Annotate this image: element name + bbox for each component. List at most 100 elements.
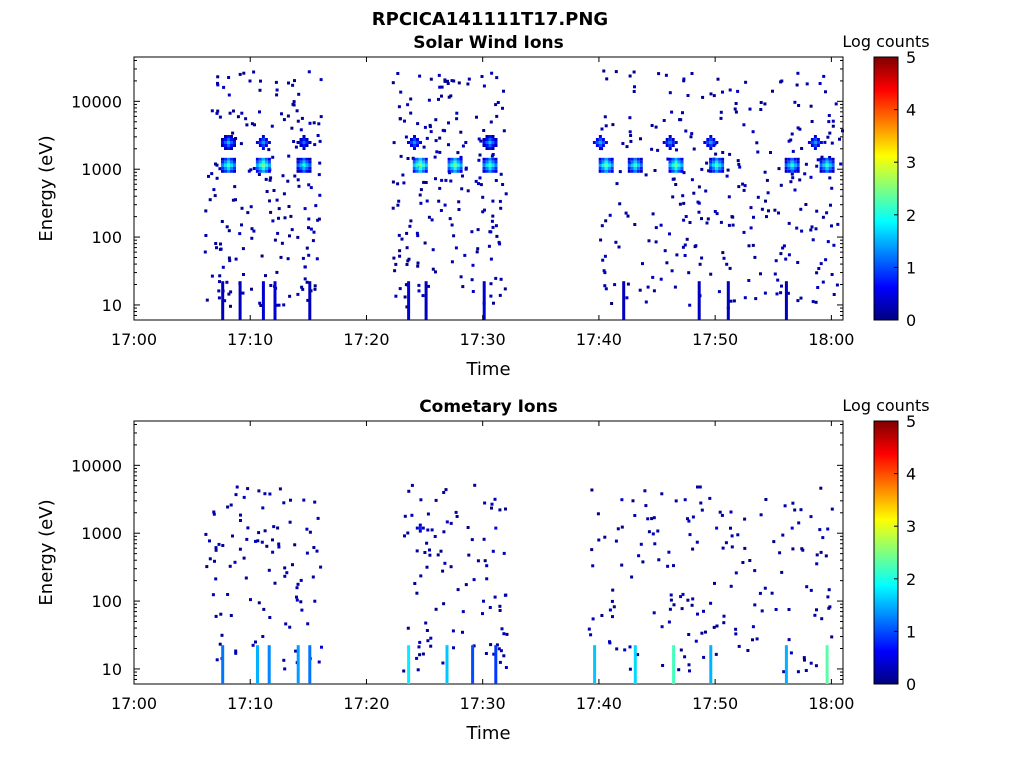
heatmap-cell-hotspot [784,166,788,170]
heatmap-cell [822,74,826,78]
heatmap-cell [204,209,208,213]
heatmap-cell [217,289,221,293]
heatmap-cell [258,110,261,114]
heatmap-cell [219,247,223,251]
heatmap-cell [214,548,218,552]
heatmap-cell [736,533,740,537]
heatmap-cell [826,240,830,244]
heatmap-cell-hotspot [418,169,422,173]
heatmap-cell [286,179,290,183]
heatmap-cell [653,169,657,172]
heatmap-cell [403,514,407,518]
heatmap-cell [295,595,298,599]
heatmap-cell [749,226,753,230]
heatmap-cell [728,266,732,270]
heatmap-cell [731,223,735,227]
heatmap-cell [671,177,675,181]
heatmap-cell-hotspot [639,157,643,161]
heatmap-cell [809,104,813,108]
heatmap-cell [397,233,401,237]
heatmap-cell-hotspot [485,144,489,147]
heatmap-cell [297,184,301,188]
heatmap-cell [498,199,502,203]
plot-area [133,420,844,685]
heatmap-cell-hotspot [230,144,233,147]
heatmap-cell [796,126,800,130]
heatmap-cell-hotspot [671,166,675,170]
heatmap-cell [810,120,814,123]
heatmap-cell [242,556,246,560]
heatmap-cell [730,534,734,538]
heatmap-cell-hotspot [258,144,262,147]
heatmap-cell-hotspot [258,160,262,164]
heatmap-cell-hotspot [233,166,236,170]
heatmap-cell [700,508,704,512]
heatmap-cell [475,115,478,119]
heatmap-cell [478,153,482,157]
heatmap-cell [737,162,741,166]
heatmap-cell [250,236,254,240]
heatmap-cell [704,630,707,634]
heatmap-cell [805,82,809,86]
heatmap-cell-hotspot [822,163,826,167]
heatmap-cell [628,667,632,671]
heatmap-cell-hotspot [793,163,797,167]
heatmap-cell [751,243,755,247]
heatmap-cell-hotspot [299,141,303,144]
heatmap-cell [297,92,301,96]
heatmap-cell-hotspot [784,169,788,173]
heatmap-cell [402,669,406,673]
heatmap-cell-hotspot [488,138,492,141]
heatmap-cell [828,131,832,135]
heatmap-cell [205,298,209,302]
heatmap-cell-hotspot [459,166,463,170]
heatmap-cell [409,111,413,115]
heatmap-cell [824,554,828,558]
heatmap-cell [601,258,605,262]
heatmap-cell [688,303,692,307]
heatmap-cell-hotspot [227,135,230,138]
heatmap-cell [656,529,660,533]
heatmap-cell [836,222,840,226]
heatmap-cell [654,240,658,244]
heatmap-cell [482,129,486,132]
heatmap-cell [809,228,813,232]
heatmap-cell-hotspot [796,157,800,161]
heatmap-cell [428,553,432,557]
heatmap-cell [396,203,400,207]
heatmap-cell-hotspot [598,160,602,164]
x-tick-label: 17:50 [692,694,738,713]
heatmap-cell [303,265,307,269]
heatmap-cell-hotspot [665,144,669,147]
heatmap-cell [614,240,618,244]
heatmap-cell [815,562,819,566]
heatmap-cell [246,211,250,215]
heatmap-cell-hotspot [456,163,460,167]
colorbar-tick-label: 0 [906,675,916,694]
heatmap-cell-hotspot [810,141,814,144]
heatmap-cell [743,517,747,521]
heatmap-cell [610,302,614,305]
heatmap-cell-hotspot [224,160,227,164]
heatmap-cell [684,129,688,133]
heatmap-cell-hotspot [630,169,634,173]
heatmap-cell [402,181,406,185]
heatmap-cell [730,215,734,219]
heatmap-cell [491,214,495,218]
heatmap-cell [815,553,819,557]
heatmap-cell-hotspot [491,166,495,170]
heatmap-cell [301,256,305,260]
heatmap-cell-hotspot [485,138,489,141]
heatmap-cell [315,549,319,553]
heatmap-cell [443,203,447,207]
heatmap-cell [777,211,780,215]
heatmap-cell [455,515,459,518]
heatmap-cell [416,122,420,126]
heatmap-cell-hotspot [224,138,227,141]
heatmap-cell-hotspot [410,141,413,144]
heatmap-cell-hotspot [296,166,300,170]
heatmap-cell [830,273,834,276]
colorbar-tick-label: 3 [906,153,916,172]
heatmap-cell-hotspot [712,163,716,167]
heatmap-cell [262,607,266,611]
